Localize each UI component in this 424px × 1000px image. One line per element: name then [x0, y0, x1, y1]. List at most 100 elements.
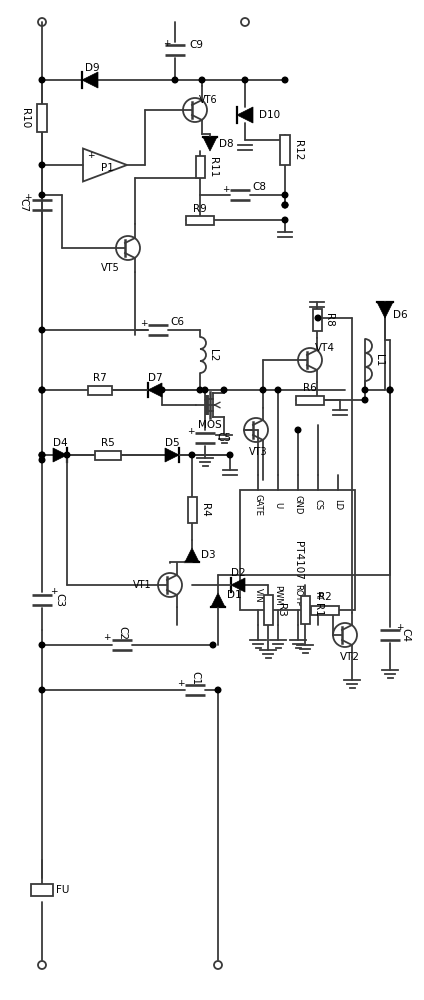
Text: L2: L2	[208, 349, 218, 361]
Text: PWM: PWM	[273, 585, 282, 605]
Circle shape	[260, 387, 266, 393]
Circle shape	[282, 202, 288, 208]
Circle shape	[210, 642, 216, 648]
Circle shape	[282, 192, 288, 198]
Text: +: +	[140, 318, 148, 328]
Text: C9: C9	[189, 40, 203, 50]
Circle shape	[275, 387, 281, 393]
Bar	[186, 216, 214, 225]
Text: VT3: VT3	[249, 447, 267, 457]
Circle shape	[39, 192, 45, 198]
Circle shape	[221, 387, 227, 393]
Text: +: +	[177, 678, 185, 688]
Text: L1: L1	[374, 354, 384, 366]
Circle shape	[39, 687, 45, 693]
Polygon shape	[231, 578, 245, 592]
Polygon shape	[148, 383, 162, 397]
Text: R11: R11	[208, 157, 218, 177]
Text: +: +	[163, 39, 171, 48]
Text: GND: GND	[293, 495, 302, 515]
Bar	[296, 395, 324, 404]
Polygon shape	[53, 448, 67, 462]
Text: C7: C7	[18, 198, 28, 212]
Circle shape	[39, 387, 45, 393]
Text: VT2: VT2	[340, 652, 360, 662]
Text: D10: D10	[259, 110, 280, 120]
Bar	[195, 156, 204, 178]
Text: R4: R4	[200, 503, 210, 517]
Circle shape	[387, 387, 393, 393]
Bar	[301, 596, 310, 624]
Circle shape	[315, 315, 321, 321]
Text: R9: R9	[193, 204, 207, 214]
Text: +: +	[87, 150, 95, 159]
Text: VT6: VT6	[199, 95, 218, 105]
Circle shape	[242, 77, 248, 83]
Text: D9: D9	[85, 63, 99, 73]
Text: VT4: VT4	[315, 343, 335, 353]
Text: C2: C2	[117, 626, 127, 640]
Polygon shape	[237, 107, 253, 123]
Text: C4: C4	[400, 628, 410, 642]
Text: P1: P1	[100, 163, 114, 173]
Bar	[263, 595, 273, 625]
Text: D8: D8	[219, 139, 234, 149]
Text: VT5: VT5	[101, 263, 120, 273]
Polygon shape	[211, 593, 225, 607]
Circle shape	[159, 387, 165, 393]
Text: ROTP: ROTP	[293, 584, 302, 606]
Circle shape	[39, 452, 45, 458]
Bar	[31, 884, 53, 896]
Circle shape	[39, 452, 45, 458]
Text: +: +	[50, 587, 58, 596]
Text: CS: CS	[313, 499, 323, 511]
Text: D2: D2	[231, 568, 245, 578]
Circle shape	[282, 217, 288, 223]
Circle shape	[172, 77, 178, 83]
Text: FU: FU	[56, 885, 70, 895]
Text: D6: D6	[393, 310, 407, 320]
Text: C8: C8	[252, 182, 266, 192]
Circle shape	[39, 387, 45, 393]
Text: D1: D1	[227, 590, 242, 600]
Text: D5: D5	[165, 438, 179, 448]
Text: PT4107: PT4107	[293, 541, 302, 579]
Bar	[187, 497, 196, 523]
Circle shape	[39, 642, 45, 648]
Bar	[311, 605, 339, 614]
Text: RI: RI	[313, 591, 323, 599]
Text: R1: R1	[313, 603, 323, 617]
Bar	[312, 309, 321, 331]
Polygon shape	[165, 448, 179, 462]
Circle shape	[387, 387, 393, 393]
Circle shape	[202, 387, 208, 393]
Bar	[37, 104, 47, 132]
Bar	[280, 135, 290, 165]
Text: D4: D4	[53, 438, 67, 448]
Text: R10: R10	[20, 108, 30, 128]
Circle shape	[215, 687, 221, 693]
Circle shape	[39, 327, 45, 333]
Circle shape	[362, 397, 368, 403]
Circle shape	[39, 162, 45, 168]
Circle shape	[64, 452, 70, 458]
Text: R7: R7	[93, 373, 107, 383]
Text: C3: C3	[54, 593, 64, 607]
Circle shape	[227, 452, 233, 458]
Text: D7: D7	[148, 373, 162, 383]
Text: +: +	[396, 622, 404, 632]
Circle shape	[282, 202, 288, 208]
Text: +: +	[24, 192, 32, 202]
Polygon shape	[185, 548, 199, 562]
Text: R8: R8	[324, 313, 334, 327]
Text: R2: R2	[318, 592, 332, 602]
Circle shape	[189, 452, 195, 458]
Bar	[88, 385, 112, 394]
Text: +: +	[103, 634, 111, 643]
Bar	[240, 490, 355, 610]
Polygon shape	[377, 302, 393, 318]
Text: C6: C6	[170, 317, 184, 327]
Text: R3: R3	[276, 603, 286, 617]
Text: C5: C5	[217, 433, 231, 443]
Circle shape	[199, 77, 205, 83]
